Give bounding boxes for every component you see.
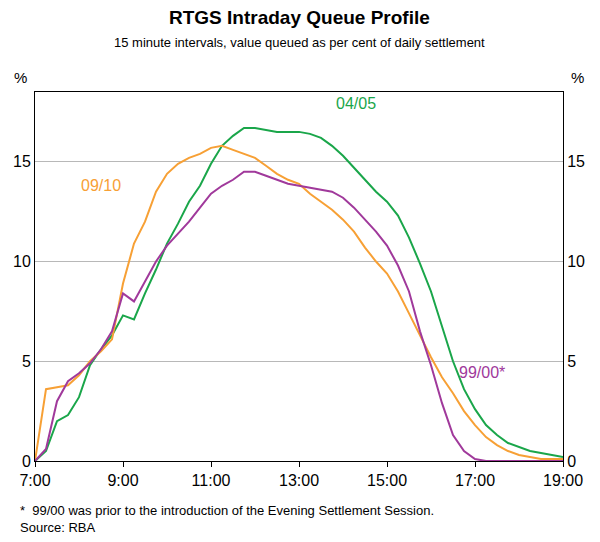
svg-text:15: 15 bbox=[13, 153, 31, 170]
svg-text:10: 10 bbox=[13, 253, 31, 270]
svg-text:10: 10 bbox=[567, 253, 585, 270]
svg-text:15: 15 bbox=[567, 153, 585, 170]
svg-text:15:00: 15:00 bbox=[367, 472, 407, 489]
svg-text:19:00: 19:00 bbox=[543, 472, 583, 489]
svg-text:0: 0 bbox=[22, 453, 31, 470]
svg-text:13:00: 13:00 bbox=[279, 472, 319, 489]
svg-text:9:00: 9:00 bbox=[107, 472, 138, 489]
svg-text:7:00: 7:00 bbox=[19, 472, 50, 489]
svg-text:0: 0 bbox=[567, 453, 576, 470]
svg-text:09/10: 09/10 bbox=[81, 177, 121, 194]
svg-text:99/00*: 99/00* bbox=[459, 364, 505, 381]
svg-text:11:00: 11:00 bbox=[192, 472, 231, 489]
svg-text:17:00: 17:00 bbox=[455, 472, 495, 489]
svg-text:%: % bbox=[14, 69, 27, 86]
svg-text:15 minute intervals, value que: 15 minute intervals, value queued as per… bbox=[114, 35, 485, 50]
svg-text:%: % bbox=[571, 69, 584, 86]
svg-text:5: 5 bbox=[22, 353, 31, 370]
svg-text:5: 5 bbox=[567, 353, 576, 370]
svg-text:* 99/00 was prior to the intr: * 99/00 was prior to the introduction of… bbox=[20, 503, 434, 535]
svg-text:04/05: 04/05 bbox=[336, 95, 376, 112]
svg-text:RTGS Intraday Queue Profile: RTGS Intraday Queue Profile bbox=[169, 7, 430, 28]
